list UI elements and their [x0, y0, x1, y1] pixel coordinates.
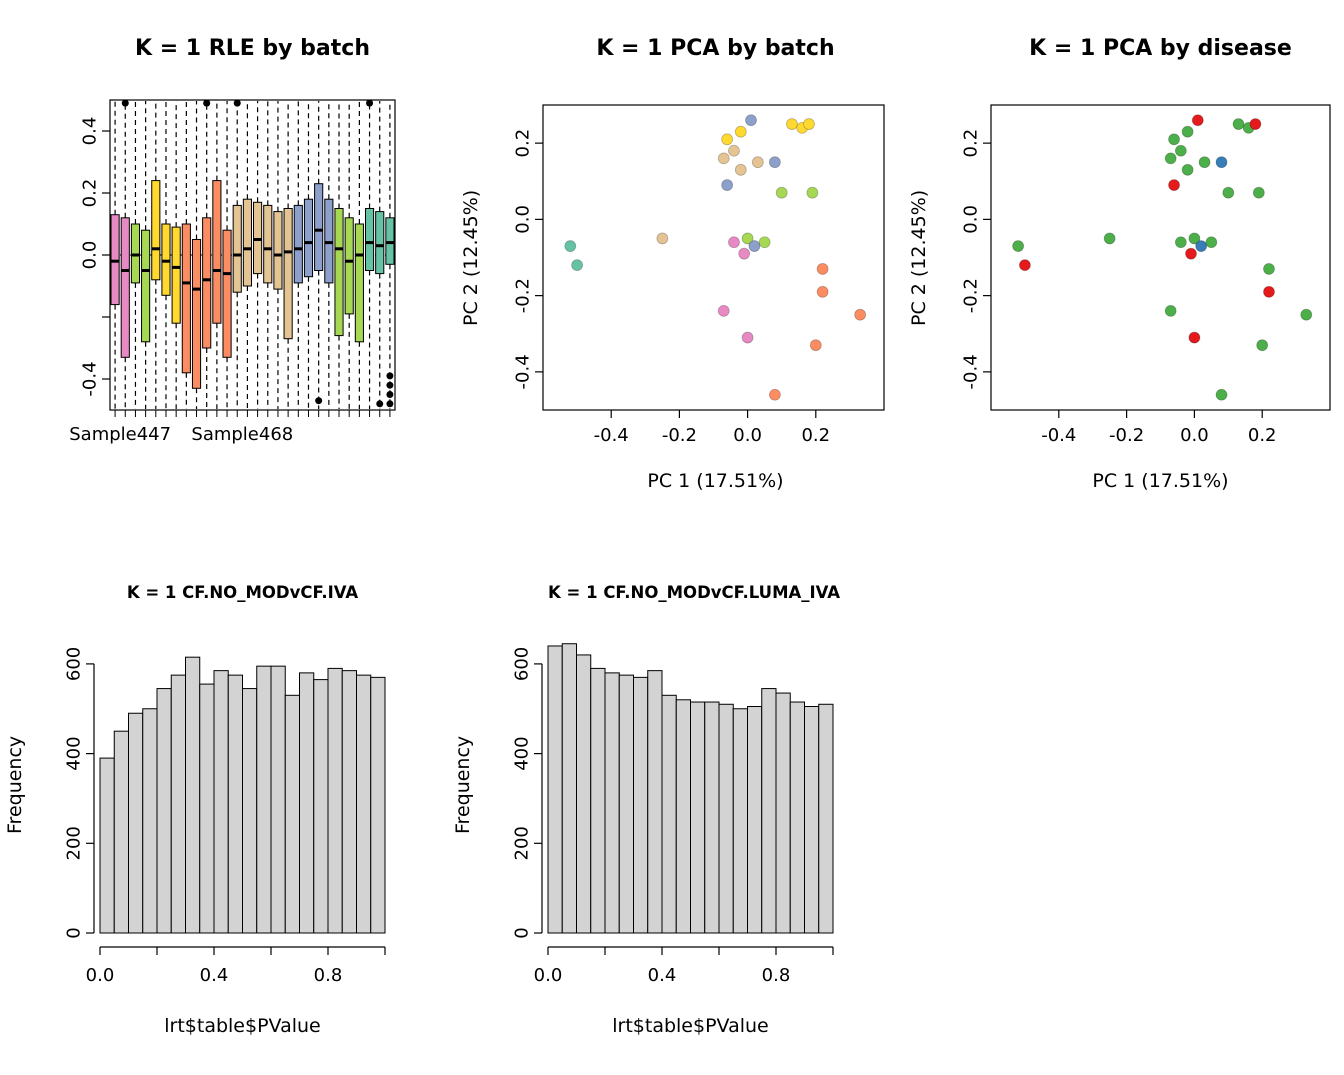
pca-batch-title: K = 1 PCA by batch: [596, 36, 835, 61]
pvalue-histogram-luma-iva-canvas: 0 200 400 600 0.0 0.4 0.8: [512, 643, 834, 986]
pca-disease-figure: K = 1 PCA by disease -0.4 -0.2 0.0 0.2 0.2 0.…: [896, 0, 1344, 537]
svg-text:0.4: 0.4: [648, 965, 677, 986]
svg-text:0.0: 0.0: [513, 205, 534, 234]
svg-text:-0.2: -0.2: [662, 425, 697, 446]
svg-text:-0.4: -0.4: [80, 361, 101, 396]
pca-batch-y-axis-label: PC 2 (12.45%): [460, 189, 482, 326]
svg-text:Sample468: Sample468: [191, 424, 293, 445]
pca-disease-canvas: -0.4 -0.2 0.0 0.2 0.2 0.0 -0.2 -0.4: [961, 104, 1331, 446]
svg-text:-0.2: -0.2: [1109, 425, 1144, 446]
svg-text:-0.4: -0.4: [594, 425, 629, 446]
svg-text:0.0: 0.0: [961, 205, 982, 234]
svg-text:-0.2: -0.2: [513, 278, 534, 313]
svg-text:0: 0: [64, 927, 85, 938]
pvalue-histogram-iva-title: K = 1 CF.NO_MODvCF.IVA: [126, 583, 359, 602]
pvalue-histogram-iva-x-axis-label: lrt$table$PValue: [164, 1015, 321, 1037]
svg-text:Sample447: Sample447: [69, 424, 171, 445]
svg-text:-0.4: -0.4: [961, 354, 982, 389]
svg-text:400: 400: [64, 736, 85, 770]
svg-text:400: 400: [512, 736, 533, 770]
pca-disease-y-axis-label: PC 2 (12.45%): [908, 189, 930, 326]
svg-text:0.2: 0.2: [1248, 425, 1277, 446]
svg-text:-0.4: -0.4: [513, 354, 534, 389]
svg-text:0.0: 0.0: [733, 425, 762, 446]
pca-disease-title: K = 1 PCA by disease: [1029, 36, 1292, 61]
pvalue-histogram-luma-iva-title: K = 1 CF.NO_MODvCF.LUMA_IVA: [548, 583, 841, 602]
pca-batch-figure: K = 1 PCA by batch -0.4 -0.2 0.0 0.2 0.2 0.0-…: [448, 0, 896, 537]
pvalue-histogram-luma-iva-y-axis-label: Frequency: [452, 735, 474, 835]
svg-text:0.2: 0.2: [801, 425, 830, 446]
pca-batch-canvas: -0.4 -0.2 0.0 0.2 0.2 0.0 -0.2 -0.4: [513, 104, 885, 446]
rle-plot-title: K = 1 RLE by batch: [135, 36, 370, 61]
pvalue-histogram-luma-iva-figure: K = 1 CF.NO_MODvCF.LUMA_IVA 0 200 400 600 0.…: [448, 537, 896, 1075]
pvalue-histogram-iva-figure: K = 1 CF.NO_MODvCF.IVA 0 200 400 600 0.0 0.4 0…: [0, 537, 448, 1075]
svg-text:0.0: 0.0: [1180, 425, 1209, 446]
svg-text:600: 600: [512, 647, 533, 681]
svg-text:200: 200: [64, 826, 85, 860]
svg-text:0.0: 0.0: [534, 965, 563, 986]
pvalue-histogram-iva-canvas: 0 200 400 600 0.0 0.4 0.8: [64, 647, 386, 986]
svg-text:0.8: 0.8: [762, 965, 791, 986]
svg-text:0.0: 0.0: [80, 241, 101, 270]
svg-text:0.8: 0.8: [314, 965, 343, 986]
svg-text:0.4: 0.4: [200, 965, 229, 986]
svg-text:200: 200: [512, 826, 533, 860]
svg-text:0.0: 0.0: [86, 965, 115, 986]
pvalue-histogram-luma-iva-x-axis-label: lrt$table$PValue: [612, 1015, 769, 1037]
rle-boxplot-canvas: 0.4 0.2 0.0 -0.4 Sample447 Sample468: [69, 99, 396, 445]
pca-disease-x-axis-label: PC 1 (17.51%): [1092, 470, 1229, 492]
svg-text:0.4: 0.4: [80, 117, 101, 146]
svg-text:0.2: 0.2: [961, 129, 982, 158]
pca-batch-x-axis-label: PC 1 (17.51%): [647, 470, 784, 492]
svg-text:-0.4: -0.4: [1041, 425, 1076, 446]
pvalue-histogram-iva-y-axis-label: Frequency: [4, 735, 26, 835]
svg-text:0.2: 0.2: [80, 179, 101, 208]
svg-text:-0.2: -0.2: [961, 278, 982, 313]
svg-text:600: 600: [64, 647, 85, 681]
rle-boxplot-figure: K = 1 RLE by batch 0.4 0.2 0.0 -0.4 Sample44…: [0, 0, 448, 537]
svg-text:0.2: 0.2: [513, 129, 534, 158]
svg-text:0: 0: [512, 927, 533, 938]
